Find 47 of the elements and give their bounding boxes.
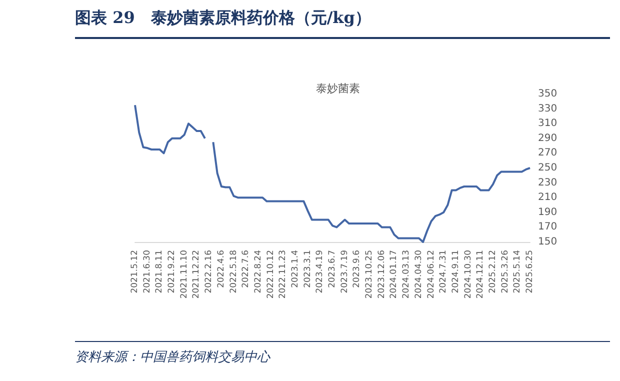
y-tick-label: 350 bbox=[538, 88, 558, 100]
y-tick-label: 170 bbox=[538, 222, 558, 233]
x-tick-label: 2023.6.7 bbox=[328, 250, 338, 288]
x-tick-label: 2023.3.1 bbox=[302, 250, 313, 288]
x-tick-label: 2025.2.12 bbox=[488, 250, 498, 294]
chart-title: 图表 29 泰妙菌素原料药价格（元/kg） bbox=[75, 8, 371, 29]
x-tick-label: 2022.11.23 bbox=[278, 250, 288, 299]
x-tick-label: 2021.8.11 bbox=[154, 250, 165, 294]
x-tick-label: 2022.4.6 bbox=[216, 250, 226, 288]
x-tick-label: 2021.9.22 bbox=[167, 250, 178, 294]
x-tick-label: 2023.1.4 bbox=[290, 250, 300, 288]
y-tick-label: 290 bbox=[538, 132, 558, 144]
y-tick-label: 330 bbox=[538, 103, 558, 114]
x-tick-label: 2024.10.30 bbox=[463, 250, 474, 299]
x-tick-label: 2023.12.06 bbox=[376, 250, 387, 299]
x-tick-label: 2024.9.11 bbox=[450, 250, 461, 294]
x-tick-label: 2023.7.19 bbox=[340, 250, 350, 294]
x-tick-label: 2022.10.12 bbox=[266, 250, 276, 299]
x-tick-label: 2022.5.18 bbox=[228, 250, 239, 294]
x-tick-label: 2025.3.26 bbox=[500, 250, 510, 294]
x-tick-label: 2025.5.14 bbox=[512, 250, 523, 294]
x-tick-label: 2021.12.22 bbox=[192, 250, 202, 299]
chart-subtitle: 泰妙菌素 bbox=[316, 82, 360, 95]
x-tick-label: 2024.03.13 bbox=[402, 250, 412, 299]
x-tick-label: 2023.4.19 bbox=[315, 250, 326, 294]
y-tick-label: 230 bbox=[538, 177, 558, 188]
x-tick-label: 2023.10.25 bbox=[364, 250, 375, 299]
x-tick-label: 2024.12.11 bbox=[476, 250, 486, 299]
y-tick-label: 210 bbox=[538, 192, 558, 204]
x-tick-label: 2022.8.24 bbox=[253, 250, 264, 294]
x-tick-label: 2025.6.25 bbox=[525, 250, 535, 294]
x-tick-label: 2022.7.6 bbox=[241, 250, 252, 288]
x-tick-label: 2024.01.17 bbox=[389, 250, 400, 299]
y-tick-label: 310 bbox=[538, 118, 558, 130]
y-tick-label: 190 bbox=[538, 206, 558, 218]
x-tick-label: 2024.06.12 bbox=[426, 250, 436, 299]
x-tick-label: 2021.5.12 bbox=[130, 250, 140, 294]
text: 资料来源：中国兽药饲料交易中心 bbox=[75, 349, 270, 366]
y-tick-label: 250 bbox=[538, 162, 558, 174]
x-tick-label: 2022.2.16 bbox=[204, 250, 214, 294]
y-tick-label: 270 bbox=[538, 148, 558, 159]
x-tick-label: 2024.04.30 bbox=[414, 250, 424, 299]
x-tick-label: 2024.7.31 bbox=[438, 250, 449, 294]
y-tick-label: 150 bbox=[538, 236, 558, 248]
x-tick-label: 2021.11.10 bbox=[179, 250, 190, 299]
x-tick-label: 2021.6.30 bbox=[142, 250, 152, 294]
x-tick-label: 2023.9.6 bbox=[352, 250, 362, 288]
